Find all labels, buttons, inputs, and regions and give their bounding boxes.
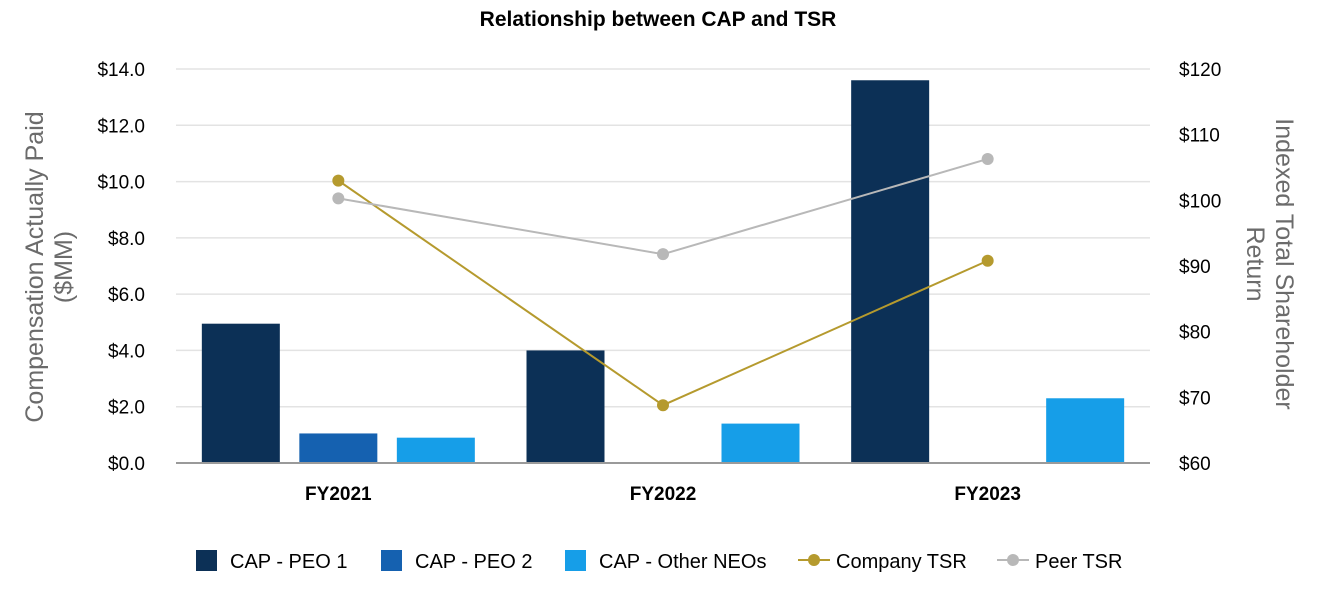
y-left-tick-label: $14.0 [97,60,145,81]
y-right-tick-label: $110 [1179,126,1220,147]
y-left-tick-label: $6.0 [108,285,145,306]
legend-label: CAP - PEO 1 [230,551,347,573]
bar [396,437,475,463]
legend-swatch [381,550,402,571]
y-right-tick-label: $90 [1179,257,1211,278]
legend-item: Company TSR [798,551,967,573]
line-series [332,152,994,412]
legend-swatch [565,550,586,571]
line-point [657,399,669,412]
chart-title: Relationship between CAP and TSR [480,8,837,31]
bar [526,350,605,463]
legend-label: Company TSR [836,551,967,573]
gridlines [176,68,1150,408]
line-point [332,174,345,187]
y-right-tick-label: $120 [1179,60,1221,81]
y-left-axis-title-line: ($MM) [50,231,78,303]
legend: CAP - PEO 1 CAP - PEO 2 CAP - Other NEOs Co… [196,550,1122,573]
line-point [981,254,994,267]
y-right-tick-label: $70 [1179,388,1211,409]
x-tick-label: FY2023 [954,484,1021,505]
y-left-tick-label: $0.0 [108,454,145,475]
y-left-tick-label: $10.0 [97,173,145,194]
bar [851,80,930,463]
y-right-tick-label: $60 [1179,454,1211,475]
legend-label: CAP - Other NEOs [599,551,766,573]
y-right-axis-title-line: Indexed Total Shareholder [1270,118,1298,409]
y-right-tick-label: $80 [1179,323,1211,344]
y-left-tick-label: $8.0 [108,229,145,250]
y-left-tick-label: $12.0 [97,116,145,137]
y-left-axis-title-line: Compensation Actually Paid [21,111,49,422]
bar [299,433,378,463]
bar [1046,398,1125,463]
x-tick-label: FY2021 [305,484,372,505]
y-left-tick-label: $4.0 [108,341,145,362]
line-point [657,248,669,261]
legend-swatch [196,550,217,571]
line-point [332,192,345,205]
legend-label: Peer TSR [1035,551,1122,573]
y-right-tick-label: $100 [1179,191,1221,212]
legend-marker [1007,554,1019,566]
bar-series [201,80,1125,463]
legend-item: CAP - PEO 2 [381,550,532,573]
legend-label: CAP - PEO 2 [415,551,532,573]
y-left-tick-label: $2.0 [108,398,145,419]
axes: $0.0 $2.0 $4.0 $6.0 $8.0 $10.0 $12.0 $14.0 $60 $7… [21,60,1298,505]
line-point [981,152,994,165]
y-left-axis-title: Compensation Actually Paid($MM) [21,111,78,422]
bar [201,323,280,463]
legend-marker [808,554,820,566]
y-right-axis-title-line: Return [1241,226,1269,301]
legend-item: CAP - Other NEOs [565,550,766,573]
y-right-axis-title: Indexed Total ShareholderReturn [1241,118,1298,409]
x-tick-label: FY2022 [630,484,697,505]
legend-item: CAP - PEO 1 [196,550,347,573]
legend-item: Peer TSR [997,551,1122,573]
bar [721,423,800,463]
